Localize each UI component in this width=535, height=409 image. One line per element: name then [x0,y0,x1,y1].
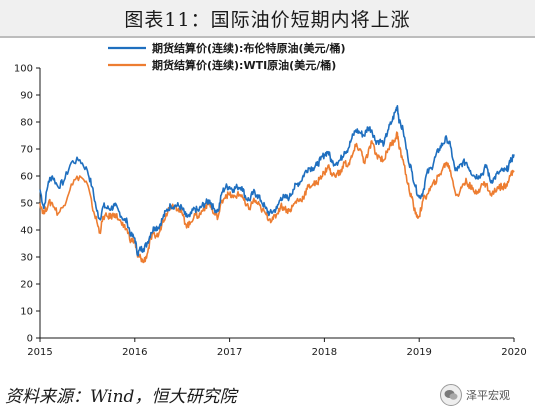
x-tick-label: 2017 [217,347,242,358]
legend-label: 期货结算价(连续):WTI原油(美元/桶) [152,58,336,72]
x-axis: 2015 2016 2017 2018 2019 2020 [27,337,527,358]
x-tick-label: 2018 [312,347,337,358]
page-title: 图表11：国际油价短期内将上涨 [124,8,411,31]
series-line-brent [39,105,515,257]
y-axis: 0 10 20 30 40 50 60 70 80 90 100 [14,64,41,345]
source-note: 资料来源：Wind，恒大研究院 [5,387,237,407]
y-tick-label: 40 [20,226,33,237]
y-tick-label: 90 [20,91,33,102]
y-tick-label: 0 [27,334,33,345]
y-tick-label: 100 [14,64,33,75]
x-tick-label: 2015 [27,347,52,358]
x-tick-label: 2019 [406,347,431,358]
wechat-icon [440,384,462,406]
y-tick-label: 80 [20,118,33,129]
series-lines [39,105,515,264]
legend-label: 期货结算价(连续):布伦特原油(美元/桶) [152,41,346,55]
y-tick-label: 60 [20,172,33,183]
y-tick-label: 70 [20,145,33,156]
y-tick-label: 30 [20,253,33,264]
x-tick-label: 2020 [501,347,526,358]
x-tick-label: 2016 [122,347,147,358]
header-bar: 图表11：国际油价短期内将上涨 [0,0,535,38]
series-line-wti [39,131,515,264]
y-tick-label: 20 [20,280,33,291]
legend: 期货结算价(连续):布伦特原油(美元/桶) 期货结算价(连续):WTI原油(美元/… [108,41,346,72]
watermark-text: 泽平宏观 [466,389,510,402]
y-tick-label: 10 [20,307,33,318]
watermark: 泽平宏观 [440,384,510,406]
y-tick-label: 50 [20,199,33,210]
